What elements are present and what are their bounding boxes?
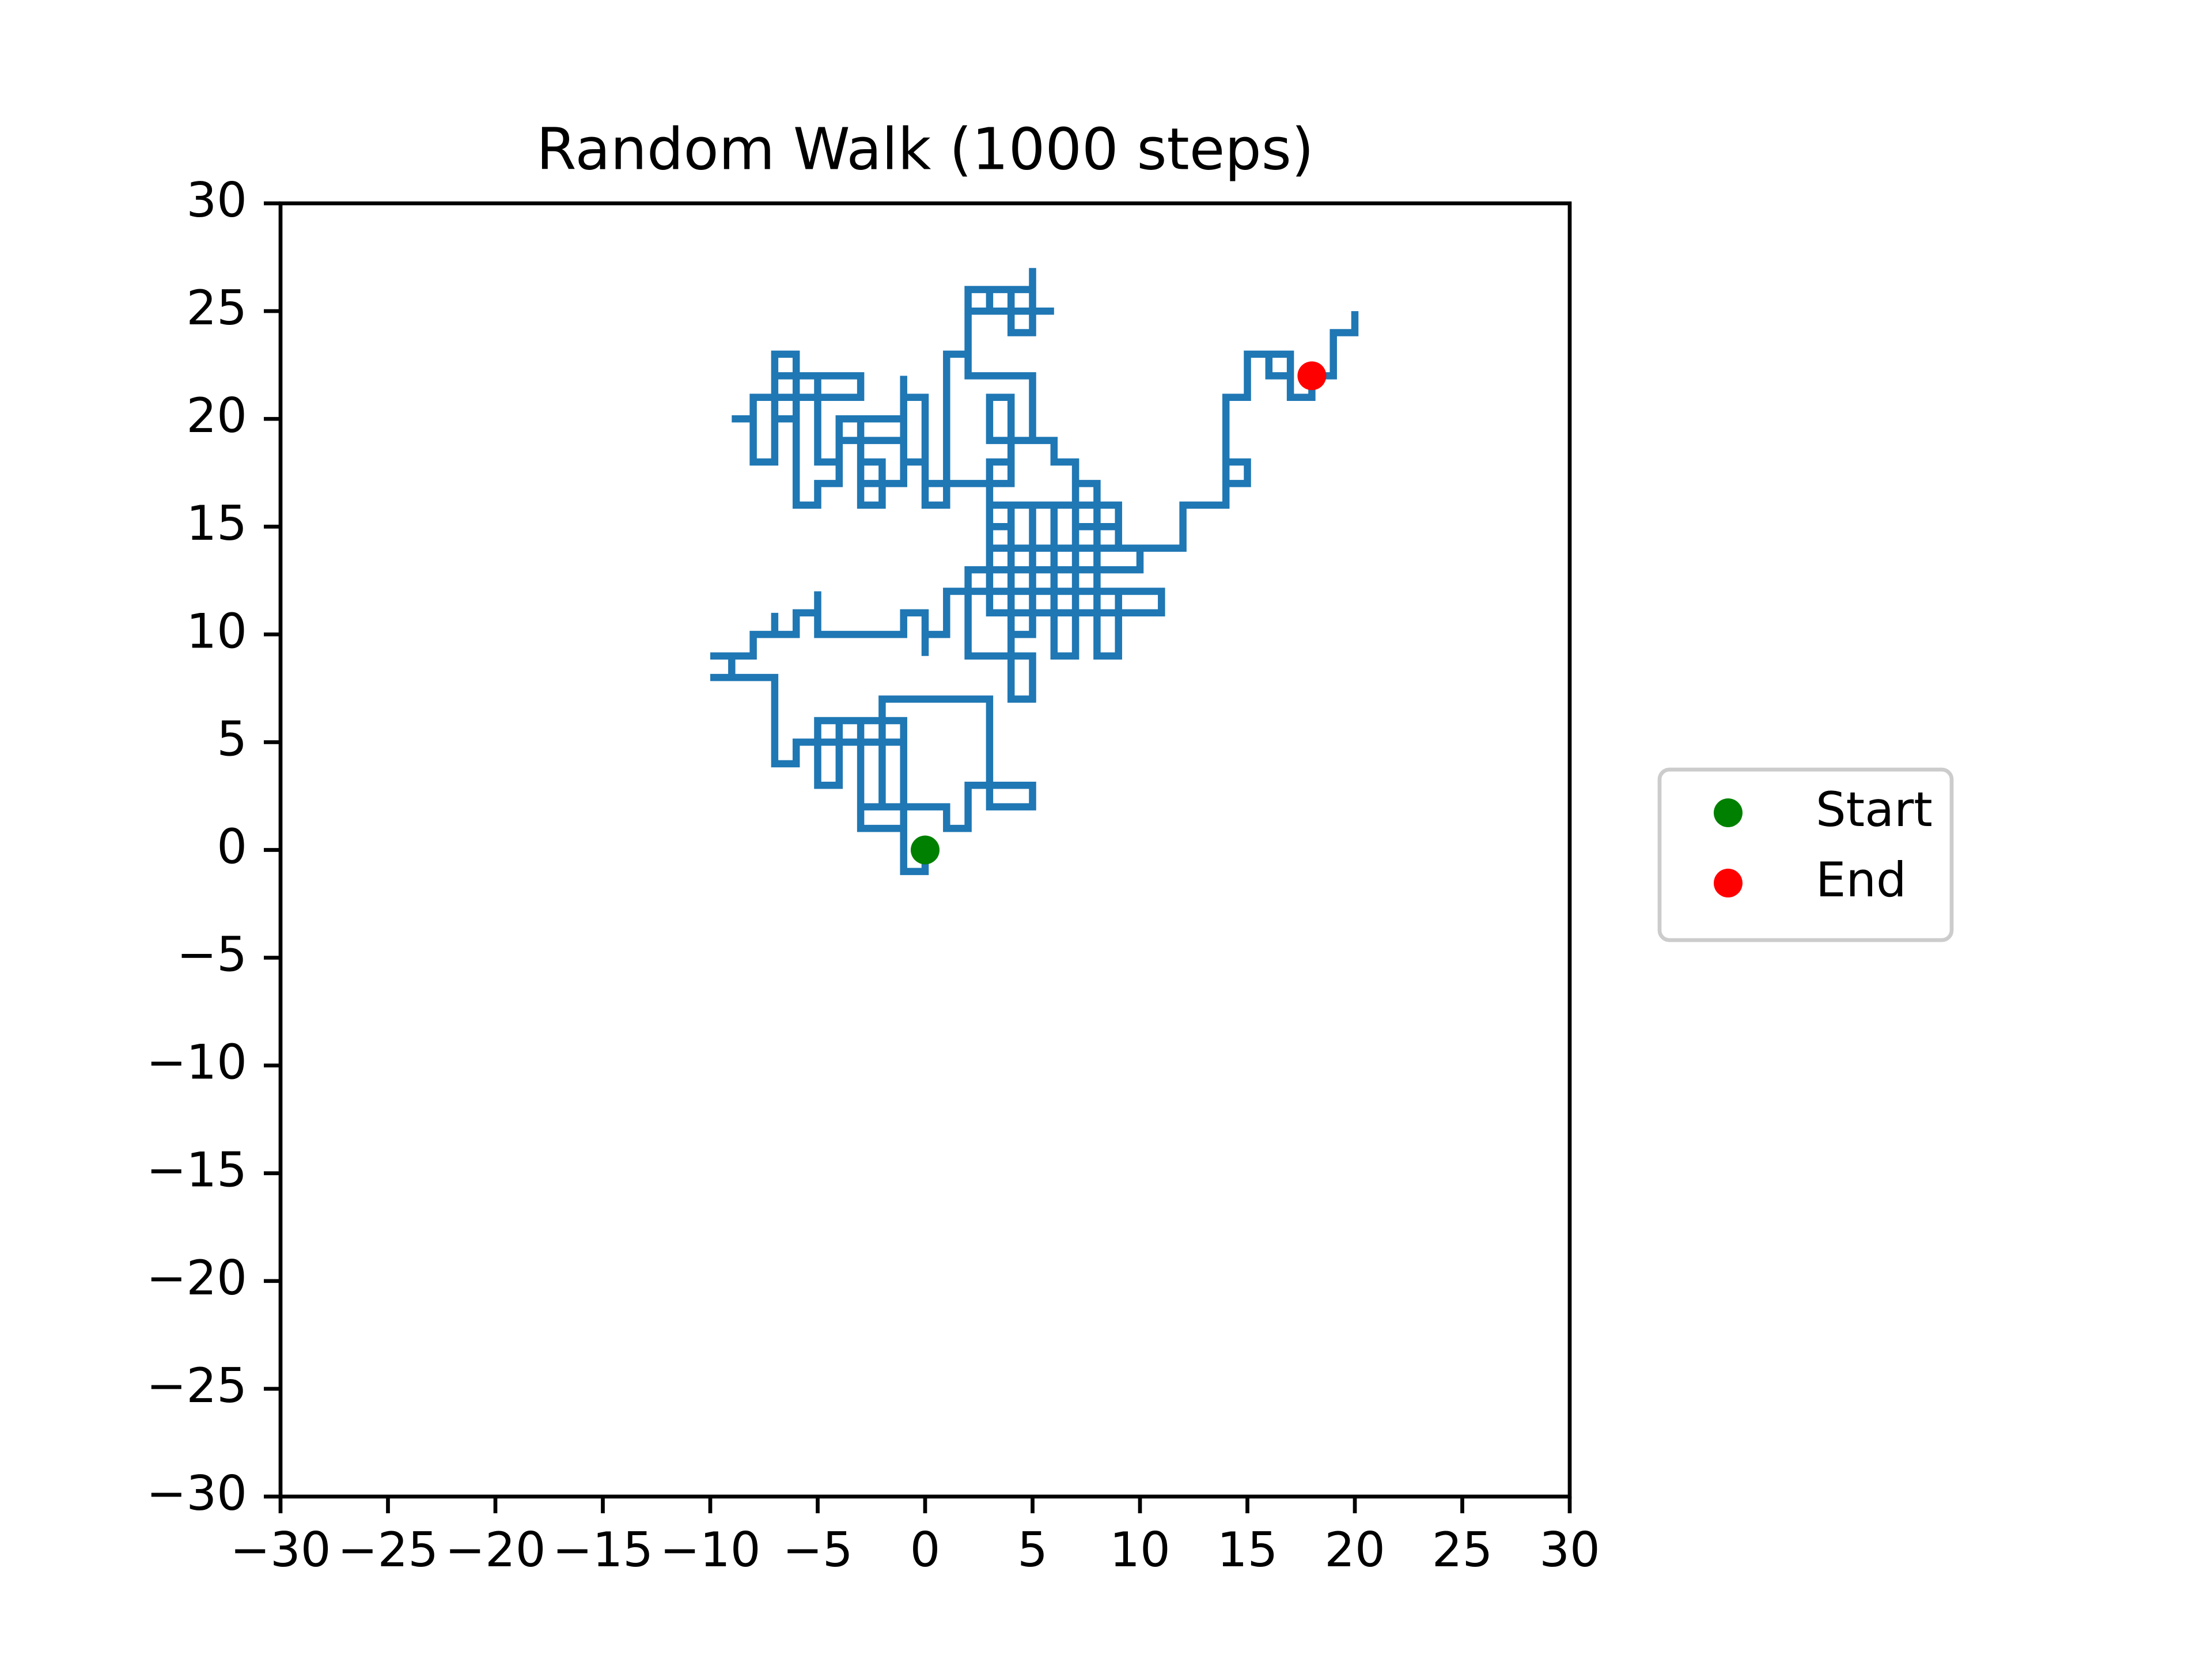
- y-tick-label: 5: [217, 711, 247, 767]
- y-tick-label: 0: [217, 819, 247, 874]
- x-tick-label: 10: [1109, 1522, 1171, 1578]
- point-marker: [1297, 361, 1327, 391]
- x-tick-label: 15: [1217, 1522, 1278, 1578]
- legend-marker: [1714, 869, 1743, 897]
- x-tick-label: −10: [660, 1522, 760, 1578]
- x-tick-label: 30: [1539, 1522, 1600, 1578]
- y-tick-label: −30: [146, 1465, 247, 1521]
- x-tick-label: 20: [1324, 1522, 1385, 1578]
- chart-title: Random Walk (1000 steps): [536, 115, 1314, 183]
- x-tick-label: −25: [338, 1522, 438, 1578]
- x-tick-label: −5: [782, 1522, 853, 1578]
- y-tick-label: 15: [186, 495, 247, 551]
- point-marker: [911, 835, 940, 865]
- x-tick-label: 0: [910, 1522, 941, 1578]
- y-tick-label: 10: [186, 603, 247, 659]
- legend-label: Start: [1816, 782, 1933, 838]
- y-tick-label: 20: [186, 388, 247, 444]
- y-tick-label: −10: [146, 1035, 247, 1090]
- legend-label: End: [1816, 852, 1907, 908]
- x-tick-label: −20: [445, 1522, 546, 1578]
- x-tick-label: 5: [1017, 1522, 1048, 1578]
- x-tick-label: −30: [230, 1522, 331, 1578]
- y-tick-label: −5: [177, 927, 247, 983]
- y-tick-label: −25: [146, 1358, 247, 1414]
- x-tick-label: −15: [552, 1522, 653, 1578]
- y-tick-label: −20: [146, 1250, 247, 1306]
- x-tick-label: 25: [1432, 1522, 1493, 1578]
- y-tick-label: 30: [186, 172, 247, 228]
- y-tick-label: −15: [146, 1142, 247, 1198]
- legend: Start End: [1657, 767, 1954, 942]
- legend-marker: [1714, 798, 1743, 827]
- walk-line: [710, 268, 1359, 876]
- y-tick-label: 25: [186, 280, 247, 336]
